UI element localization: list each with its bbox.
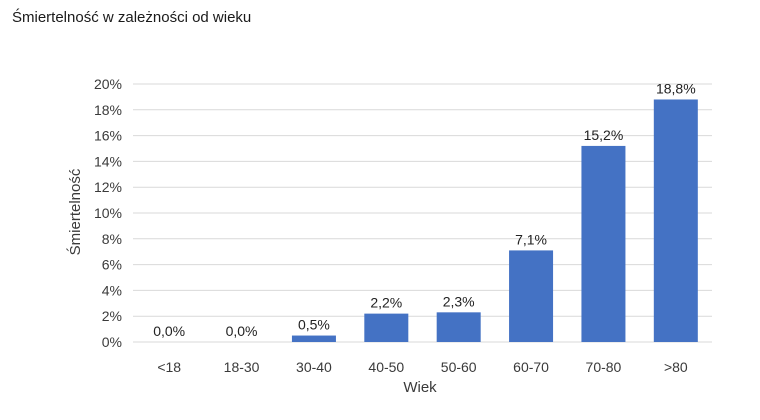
- y-tick-label: 6%: [102, 257, 122, 273]
- data-label: 15,2%: [584, 127, 624, 143]
- x-tick-label: >80: [664, 359, 688, 375]
- bar: [436, 312, 481, 342]
- y-axis-ticks: 0% 2% 4% 6% 8% 10% 12% 14% 16% 18% 20%: [94, 76, 122, 350]
- data-label: 2,2%: [370, 295, 402, 311]
- y-tick-label: 4%: [102, 282, 122, 298]
- y-tick-label: 16%: [94, 128, 122, 144]
- bar: [653, 99, 698, 342]
- data-labels: 0,0% 0,0% 0,5% 2,2% 2,3% 7,1% 15,2% 18,8%: [153, 80, 695, 339]
- y-tick-label: 0%: [102, 334, 122, 350]
- x-tick-label: 30-40: [296, 359, 332, 375]
- y-tick-label: 18%: [94, 102, 122, 118]
- x-axis-title: Wiek: [403, 379, 437, 396]
- y-axis-title: Śmiertelność: [66, 168, 84, 255]
- y-tick-label: 8%: [102, 231, 122, 247]
- x-tick-label: 18-30: [224, 359, 260, 375]
- x-tick-label: 60-70: [513, 359, 549, 375]
- bar: [581, 145, 626, 342]
- data-label: 0,0%: [153, 323, 185, 339]
- bar: [291, 335, 336, 342]
- chart-title: Śmiertelność w zależności od wieku: [12, 9, 252, 26]
- x-tick-label: 70-80: [586, 359, 622, 375]
- bar: [509, 250, 554, 342]
- data-label: 2,3%: [443, 293, 475, 309]
- y-tick-label: 14%: [94, 153, 122, 169]
- bars: [291, 99, 698, 342]
- data-label: 18,8%: [656, 80, 696, 96]
- data-label: 7,1%: [515, 231, 547, 247]
- data-label: 0,5%: [298, 317, 330, 333]
- y-tick-label: 2%: [102, 308, 122, 324]
- x-axis-ticks: <18 18-30 30-40 40-50 50-60 60-70 70-80 >80: [157, 359, 688, 375]
- y-tick-label: 20%: [94, 76, 122, 92]
- x-tick-label: 40-50: [368, 359, 404, 375]
- bar: [364, 313, 409, 342]
- y-tick-label: 10%: [94, 205, 122, 221]
- y-tick-label: 12%: [94, 179, 122, 195]
- x-tick-label: 50-60: [441, 359, 477, 375]
- x-tick-label: <18: [157, 359, 181, 375]
- data-label: 0,0%: [226, 323, 258, 339]
